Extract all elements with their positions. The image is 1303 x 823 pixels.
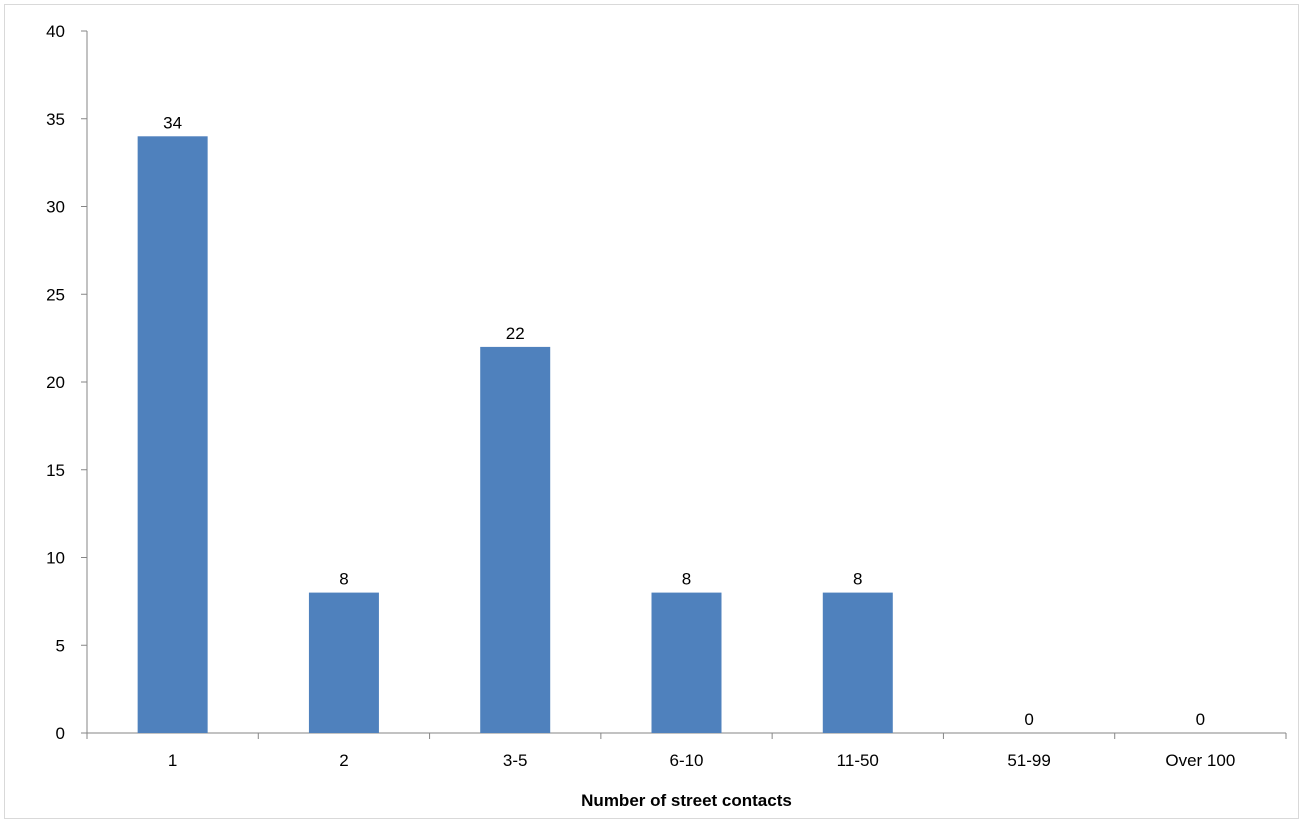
data-label: 0 [1024,710,1033,729]
bar [308,592,379,733]
x-tick-label: 11-50 [837,751,879,770]
bar [480,346,551,733]
y-tick-label: 40 [46,22,65,41]
data-labels-group: 34 8 22 8 8 0 0 [163,113,1205,729]
y-ticks-group: 0 5 10 15 20 25 30 35 40 [46,22,87,743]
y-tick-label: 5 [56,636,65,655]
data-label: 34 [163,113,182,132]
x-axis-title: Number of street contacts [581,791,792,810]
x-tick-label: 1 [168,751,177,770]
bar [651,592,722,733]
x-tick-label: 3-5 [503,751,528,770]
y-tick-label: 10 [46,549,65,568]
y-tick-label: 20 [46,373,65,392]
data-label: 8 [853,570,862,589]
bar [137,136,208,734]
data-label: 22 [506,324,525,343]
y-tick-label: 0 [56,724,65,743]
y-tick-label: 15 [46,461,65,480]
data-label: 8 [339,570,348,589]
x-tick-label: Over 100 [1165,751,1235,770]
y-tick-label: 30 [46,198,65,217]
bar [822,592,893,733]
x-ticks-group: 1 2 3-5 6-10 11-50 51-99 Over 100 [86,733,1287,770]
y-tick-label: 35 [46,110,65,129]
y-tick-label: 25 [46,285,65,304]
x-tick-label: 2 [339,751,348,770]
x-tick-label: 6-10 [669,751,703,770]
data-label: 0 [1196,710,1205,729]
data-label: 8 [682,570,691,589]
bars-group [137,136,893,734]
x-tick-label: 51-99 [1007,751,1050,770]
